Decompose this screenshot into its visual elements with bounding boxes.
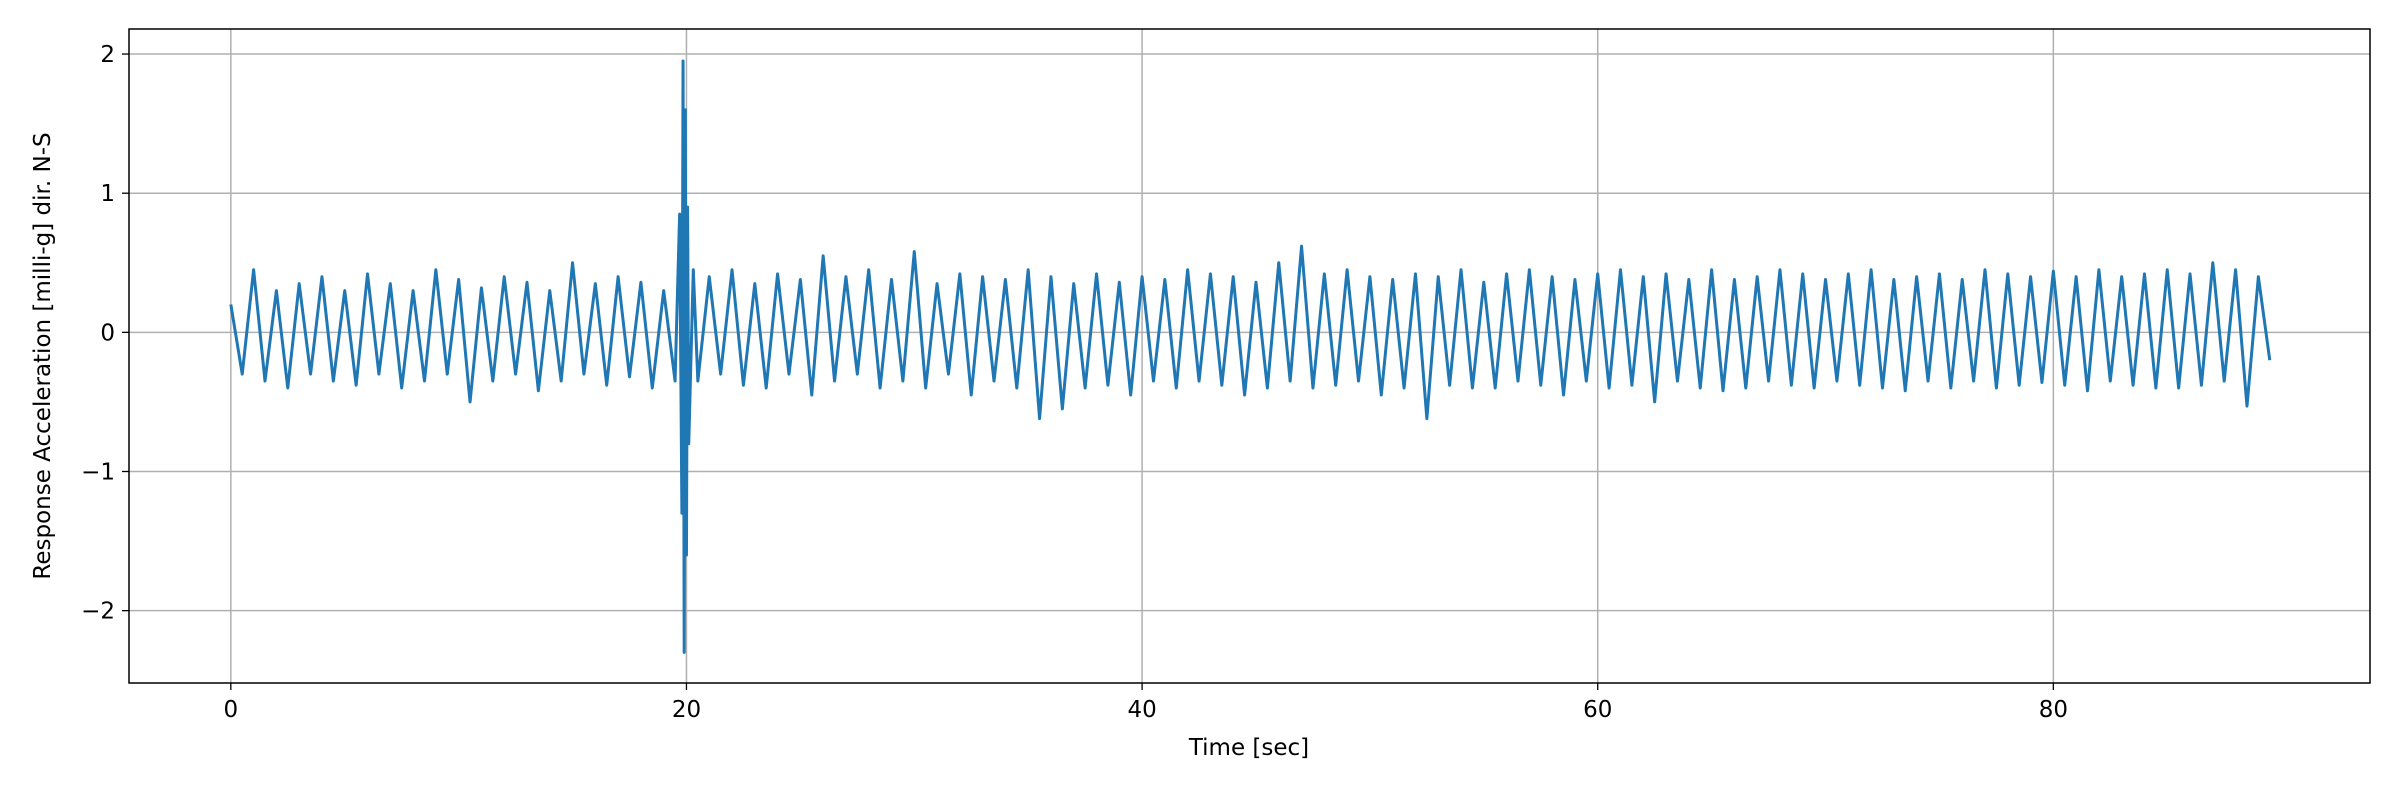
x-tick-label: 20 — [672, 697, 701, 723]
y-tick-label: −2 — [81, 599, 115, 625]
axes: 0 20 40 60 80 −2 −1 0 1 2 — [81, 28, 2371, 723]
grid — [129, 29, 2370, 683]
data-line — [229, 59, 2272, 654]
x-tick-label: 40 — [1127, 697, 1156, 723]
x-tick-label: 80 — [2039, 697, 2068, 723]
y-tick-label: −1 — [81, 459, 115, 485]
x-axis-label: Time [sec] — [1188, 735, 1309, 761]
y-axis-label: Response Acceleration [milli-g] dir. N-S — [30, 132, 56, 579]
plot — [229, 59, 2272, 654]
x-tick-label: 0 — [224, 697, 239, 723]
y-tick-label: 1 — [100, 181, 115, 207]
x-tick-label: 60 — [1583, 697, 1612, 723]
y-tick-label: 2 — [100, 42, 115, 68]
y-tick-label: 0 — [100, 320, 115, 346]
plot-frame — [128, 28, 2371, 684]
